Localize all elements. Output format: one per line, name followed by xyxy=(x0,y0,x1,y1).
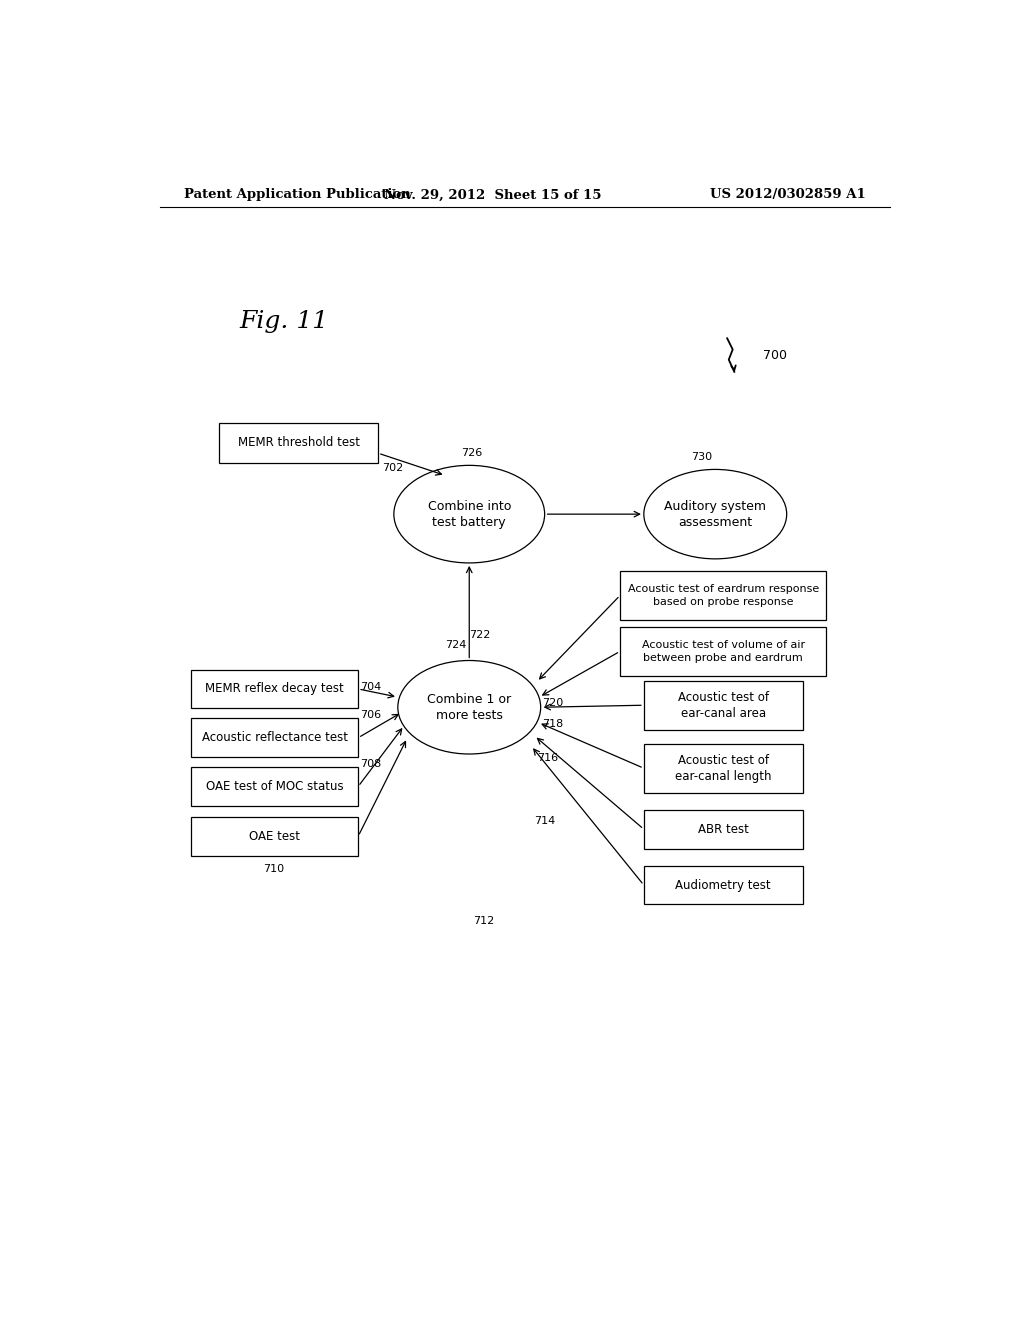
Text: 726: 726 xyxy=(461,449,482,458)
Text: 710: 710 xyxy=(263,863,284,874)
Text: Acoustic test of
ear-canal length: Acoustic test of ear-canal length xyxy=(675,754,771,783)
FancyBboxPatch shape xyxy=(644,681,803,730)
Text: 706: 706 xyxy=(359,710,381,721)
FancyBboxPatch shape xyxy=(219,422,378,463)
Text: 720: 720 xyxy=(543,698,563,709)
Text: Combine 1 or
more tests: Combine 1 or more tests xyxy=(427,693,511,722)
FancyBboxPatch shape xyxy=(191,718,358,758)
FancyBboxPatch shape xyxy=(620,627,826,676)
FancyBboxPatch shape xyxy=(644,866,803,904)
Text: 714: 714 xyxy=(535,816,556,826)
Text: 716: 716 xyxy=(537,754,558,763)
Ellipse shape xyxy=(394,466,545,562)
Text: Acoustic test of eardrum response
based on probe response: Acoustic test of eardrum response based … xyxy=(628,585,819,607)
Text: Patent Application Publication: Patent Application Publication xyxy=(183,189,411,202)
Text: Audiometry test: Audiometry test xyxy=(676,879,771,891)
Text: Acoustic reflectance test: Acoustic reflectance test xyxy=(202,731,348,744)
Text: ABR test: ABR test xyxy=(697,822,749,836)
Text: US 2012/0302859 A1: US 2012/0302859 A1 xyxy=(711,189,866,202)
Text: 704: 704 xyxy=(359,682,381,692)
Ellipse shape xyxy=(644,470,786,558)
Text: Auditory system
assessment: Auditory system assessment xyxy=(665,500,766,528)
Text: 724: 724 xyxy=(445,640,467,651)
Text: Nov. 29, 2012  Sheet 15 of 15: Nov. 29, 2012 Sheet 15 of 15 xyxy=(384,189,602,202)
Text: MEMR reflex decay test: MEMR reflex decay test xyxy=(206,682,344,696)
Text: MEMR threshold test: MEMR threshold test xyxy=(238,437,359,450)
Text: 700: 700 xyxy=(763,348,786,362)
Text: Combine into
test battery: Combine into test battery xyxy=(428,500,511,528)
Text: 730: 730 xyxy=(691,453,713,462)
FancyBboxPatch shape xyxy=(191,767,358,805)
Text: OAE test: OAE test xyxy=(249,830,300,843)
Ellipse shape xyxy=(397,660,541,754)
FancyBboxPatch shape xyxy=(644,810,803,849)
FancyBboxPatch shape xyxy=(191,817,358,855)
FancyBboxPatch shape xyxy=(620,572,826,620)
FancyBboxPatch shape xyxy=(644,744,803,792)
Text: 702: 702 xyxy=(382,463,403,474)
Text: Fig. 11: Fig. 11 xyxy=(240,309,329,333)
Text: 722: 722 xyxy=(469,630,490,640)
FancyBboxPatch shape xyxy=(191,669,358,709)
Text: 712: 712 xyxy=(473,916,495,925)
Text: OAE test of MOC status: OAE test of MOC status xyxy=(206,780,344,793)
Text: 708: 708 xyxy=(359,759,381,770)
Text: Acoustic test of volume of air
between probe and eardrum: Acoustic test of volume of air between p… xyxy=(642,640,805,663)
Text: Acoustic test of
ear-canal area: Acoustic test of ear-canal area xyxy=(678,690,769,719)
Text: 718: 718 xyxy=(543,718,563,729)
